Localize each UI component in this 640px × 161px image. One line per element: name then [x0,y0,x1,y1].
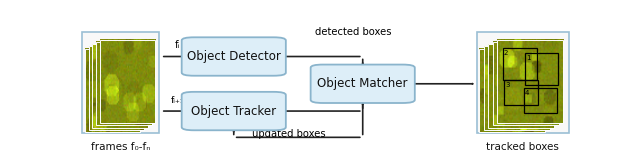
FancyBboxPatch shape [477,32,568,133]
Bar [525,53,558,85]
Text: fᵢ₊₁: fᵢ₊₁ [171,96,184,105]
Text: frames f₀-fₙ: frames f₀-fₙ [92,142,150,152]
Text: Object Detector: Object Detector [187,50,281,63]
Text: tracked boxes: tracked boxes [315,76,384,86]
Text: updated boxes: updated boxes [252,129,325,139]
Bar [85,49,140,132]
FancyBboxPatch shape [310,65,415,103]
Text: Object Tracker: Object Tracker [191,104,276,118]
FancyBboxPatch shape [83,32,159,133]
Text: 2: 2 [504,50,508,57]
Text: 4: 4 [525,90,529,96]
Bar [484,47,550,130]
Text: Object Matcher: Object Matcher [317,77,408,90]
Text: tracked boxes: tracked boxes [486,142,559,152]
Bar [89,47,144,130]
FancyBboxPatch shape [182,37,286,76]
Bar [504,80,538,105]
Text: 1: 1 [526,55,531,62]
Bar [497,40,563,123]
Text: fᵢ: fᵢ [175,40,180,50]
Text: 3: 3 [505,82,509,88]
Bar [493,42,559,125]
Bar [100,40,156,123]
Text: detected boxes: detected boxes [315,27,391,37]
Bar [96,42,152,125]
Bar [524,88,557,113]
Bar [93,44,148,128]
Bar [488,44,554,128]
FancyBboxPatch shape [182,92,286,130]
Bar [502,48,537,80]
Bar [479,49,545,132]
